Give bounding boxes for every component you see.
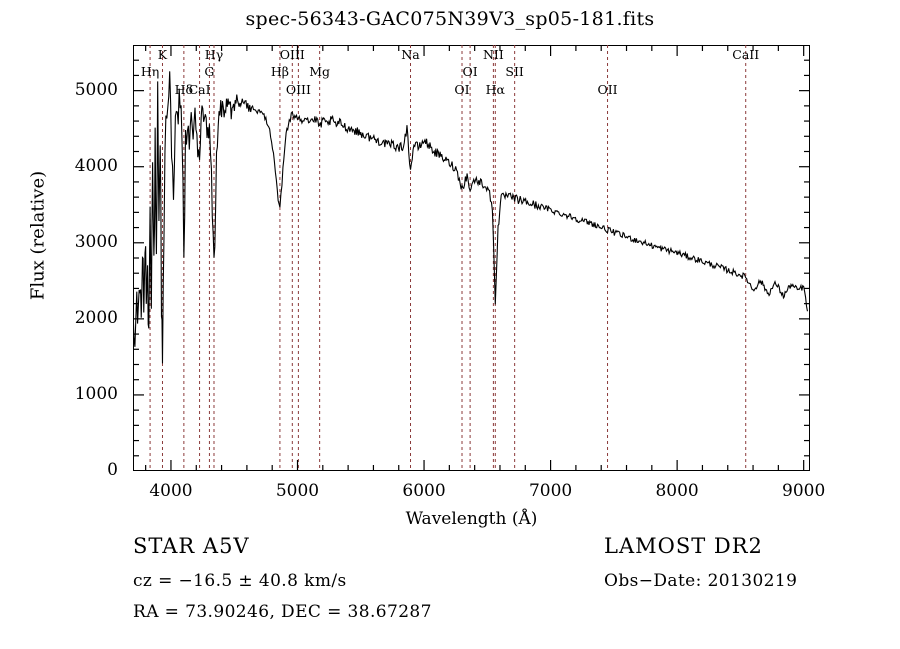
footer-info: STAR A5V cz = −16.5 ± 40.8 km/s RA = 73.…: [0, 528, 900, 638]
x-tick-label: 9000: [782, 481, 826, 501]
object-type: STAR A5V: [133, 534, 250, 558]
y-axis-title: Flux (relative): [27, 170, 49, 301]
page-title: spec-56343-GAC075N39V3_sp05-181.fits: [245, 8, 655, 30]
survey-name: LAMOST DR2: [604, 534, 763, 558]
sky-coordinates: RA = 73.90246, DEC = 38.67287: [133, 602, 432, 622]
y-tick-label: 1000: [74, 383, 118, 404]
spectral-line-label: Hδ: [174, 82, 194, 97]
spectrum-trace: [133, 71, 809, 364]
x-tick-label: 4000: [149, 481, 193, 501]
spectral-line-label: Na: [401, 47, 420, 62]
spectral-line-label: OI: [454, 82, 470, 97]
spectral-line-label: CaII: [732, 47, 760, 62]
spectral-line-label: CaI: [188, 82, 211, 97]
spectral-line-label: Hη: [140, 64, 160, 79]
observation-date: Obs−Date: 20130219: [604, 571, 798, 591]
x-axis-title: Wavelength (Å): [405, 509, 538, 529]
spectrum-chart: [133, 45, 810, 471]
spectral-line-label: Hβ: [270, 64, 289, 79]
y-tick-label: 0: [107, 460, 118, 480]
spectral-line-label: Mg: [309, 64, 331, 79]
spectral-line-label: OI: [462, 64, 478, 79]
y-tick-label: 4000: [74, 155, 118, 176]
y-tick-label: 3000: [74, 231, 118, 252]
spectral-line-label: Hγ: [204, 47, 224, 62]
y-tick-label: 5000: [74, 79, 118, 100]
spectral-line-label: G: [204, 64, 215, 79]
x-tick-label: 7000: [528, 481, 573, 501]
spectral-line-label: K: [157, 47, 168, 62]
spectral-line-label: OIII: [279, 47, 305, 62]
spectral-line-label: Hα: [485, 82, 505, 97]
radial-velocity: cz = −16.5 ± 40.8 km/s: [133, 571, 347, 591]
spectral-line-label: OII: [597, 82, 618, 97]
x-tick-label: 6000: [402, 481, 446, 501]
y-tick-label: 2000: [74, 307, 118, 328]
x-tick-label: 8000: [655, 481, 699, 501]
x-tick-label: 5000: [275, 481, 320, 501]
spectral-line-label: NII: [482, 47, 504, 62]
spectral-line-label: SII: [505, 64, 524, 79]
spectral-line-label: OIII: [285, 82, 311, 97]
line-marker-group: [149, 45, 747, 471]
